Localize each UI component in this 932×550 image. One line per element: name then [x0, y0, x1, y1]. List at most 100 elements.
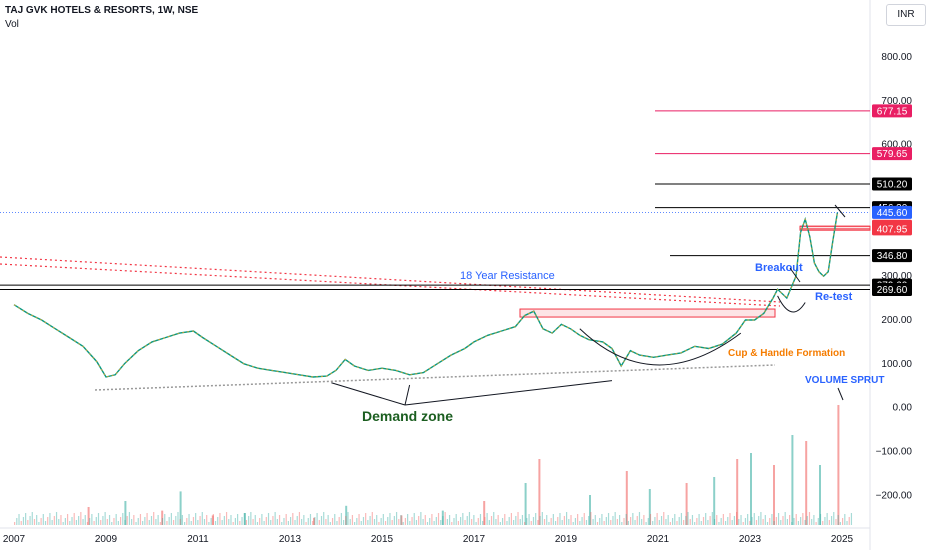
volume-bar: [784, 512, 786, 525]
x-tick-label: 2011: [187, 534, 209, 545]
volume-bar: [168, 517, 170, 525]
volume-bar: [42, 514, 44, 525]
x-tick-label: 2015: [371, 534, 394, 545]
volume-bar: [482, 521, 484, 525]
volume-bar: [267, 513, 270, 525]
volume-bar: [329, 522, 331, 525]
volume-bar: [747, 514, 749, 525]
volume-bar: [261, 514, 263, 525]
volume-bar: [616, 519, 618, 525]
volume-bar: [115, 514, 117, 525]
price-level-value: 445.60: [877, 208, 908, 219]
volume-bar: [828, 520, 830, 525]
volume-bar: [131, 519, 133, 525]
volume-bar: [80, 512, 82, 525]
volume-bar: [331, 518, 334, 525]
currency-badge[interactable]: INR: [886, 4, 926, 26]
volume-bar: [700, 521, 702, 525]
volume-bar: [327, 515, 329, 525]
volume-bar: [170, 513, 172, 525]
volume-bar: [722, 514, 724, 525]
volume-bar: [296, 516, 298, 525]
volume-bar: [652, 521, 654, 525]
volume-bar: [290, 517, 292, 525]
volume-bar: [552, 514, 554, 525]
volume-bar: [87, 507, 90, 525]
volume-bar: [466, 516, 468, 525]
volume-bar: [228, 519, 230, 525]
volume-bar: [488, 520, 490, 525]
volume-bar: [538, 459, 541, 525]
volume-bar: [495, 519, 497, 525]
volume-bar: [541, 512, 543, 525]
volume-bar: [524, 483, 527, 525]
volume-bar: [475, 522, 477, 525]
volume-bar: [413, 513, 415, 525]
volume-bar: [561, 520, 563, 525]
volume-bar: [349, 519, 351, 525]
volume-bar: [307, 518, 309, 525]
volume-bar: [265, 517, 267, 525]
volume-bar: [312, 521, 314, 525]
volume-bar: [237, 514, 239, 525]
y-tick-label: 600.00: [881, 140, 912, 151]
volume-bar: [550, 518, 552, 525]
volume-bar: [444, 512, 446, 525]
volume-bar: [698, 514, 700, 525]
volume-bar: [570, 515, 572, 525]
volume-bar: [111, 522, 113, 525]
volume-bar: [380, 518, 382, 525]
volume-bar: [632, 513, 634, 525]
volume-bar: [161, 510, 164, 525]
volume-bar: [442, 516, 444, 525]
volume-bar: [404, 518, 407, 525]
volume-bar: [283, 518, 285, 525]
volume-bar: [572, 522, 574, 525]
volume-bar: [750, 453, 752, 525]
volume-bar: [605, 517, 607, 525]
volume-bar: [566, 512, 568, 525]
volume-bar: [773, 521, 775, 525]
volume-bar: [521, 515, 524, 525]
volume-bar: [667, 515, 669, 525]
volume-bar: [665, 519, 667, 525]
volume-bar: [806, 516, 808, 525]
volume-bar: [786, 519, 788, 525]
volume-bar: [263, 521, 265, 525]
volume-bar: [316, 513, 318, 525]
volume-bar: [345, 516, 347, 525]
volume-bar: [554, 521, 557, 525]
price-level-tag: 445.60: [872, 205, 912, 219]
volume-bar: [473, 515, 475, 525]
volume-bar: [663, 512, 665, 525]
volume-bar: [144, 517, 146, 525]
volume-bar: [179, 519, 181, 525]
volume-bar: [802, 513, 804, 525]
volume-bar: [610, 520, 612, 525]
volume-bar: [303, 515, 305, 525]
volume-bar: [669, 522, 671, 525]
volume-bar: [822, 521, 824, 525]
volume-bar: [687, 512, 689, 525]
price-level-tag: 346.80: [872, 249, 912, 263]
volume-bar: [18, 514, 20, 525]
volume-bar: [214, 521, 217, 525]
volume-bar: [244, 513, 246, 525]
volume-bar: [579, 521, 581, 525]
volume-bar: [833, 512, 835, 525]
volume-bar: [753, 513, 755, 525]
volume-bar: [424, 515, 426, 525]
x-tick-label: 2017: [463, 534, 486, 545]
volume-bar: [618, 515, 621, 525]
price-level-value: 346.80: [877, 251, 908, 262]
volume-bar: [422, 519, 424, 525]
volume-bar: [33, 519, 36, 525]
volume-bar: [356, 518, 358, 525]
volume-bar: [259, 518, 261, 525]
volume-bar: [270, 520, 272, 525]
volume-bar: [713, 477, 716, 525]
volume-bar: [153, 512, 155, 525]
volume-bar: [389, 513, 391, 525]
y-tick-label: 800.00: [881, 52, 912, 63]
